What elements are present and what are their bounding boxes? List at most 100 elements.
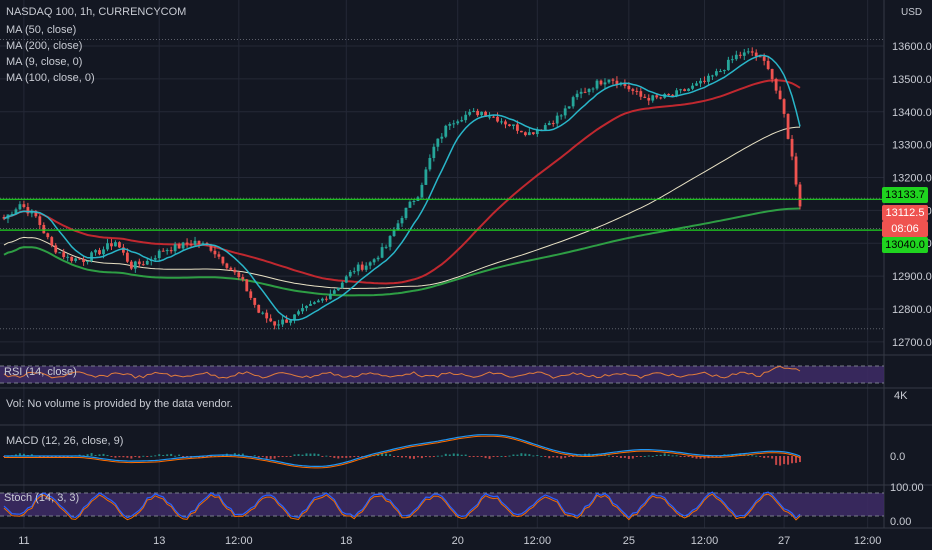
- candle-body: [766, 60, 770, 69]
- macd-bar: [94, 455, 97, 457]
- macd-bar: [627, 456, 630, 459]
- price-tick-label: 13500.0: [892, 74, 932, 86]
- candle-body: [253, 297, 257, 305]
- candle-body: [504, 121, 507, 125]
- candle-body: [125, 252, 129, 262]
- legend-ma50[interactable]: MA (50, close): [6, 24, 77, 36]
- macd-label[interactable]: MACD (12, 26, close, 9): [6, 435, 124, 447]
- candle-body: [543, 125, 547, 130]
- rsi-label[interactable]: RSI (14, close): [4, 366, 77, 378]
- candle: [639, 87, 643, 100]
- macd-bar: [269, 456, 272, 459]
- macd-bar: [468, 456, 471, 458]
- legend-ma200[interactable]: MA (200, close): [6, 40, 83, 52]
- ma50-line: [3, 79, 801, 285]
- candle: [444, 124, 448, 139]
- candle-body: [376, 257, 380, 260]
- candle: [309, 300, 312, 306]
- candle-body: [42, 224, 46, 234]
- legend-ma100[interactable]: MA (100, close, 0): [6, 72, 95, 84]
- candle-body: [551, 123, 555, 125]
- candle-body: [189, 244, 193, 246]
- candle: [70, 256, 74, 263]
- candle-body: [432, 146, 436, 158]
- candle-body: [679, 89, 682, 91]
- candle-body: [265, 312, 269, 319]
- candle-body: [78, 258, 82, 260]
- candle: [161, 248, 165, 252]
- macd-bar: [619, 456, 622, 459]
- candle-body: [468, 111, 472, 115]
- macd-bar: [305, 453, 308, 456]
- candle: [504, 119, 507, 129]
- macd-bar: [154, 455, 157, 457]
- candle: [738, 51, 742, 59]
- macd-bar: [751, 455, 754, 457]
- candle-body: [277, 324, 281, 326]
- candle: [615, 76, 619, 89]
- macd-bar: [178, 454, 181, 456]
- macd-bar: [428, 456, 431, 458]
- macd-bar: [30, 454, 33, 456]
- macd-bar: [675, 455, 678, 457]
- candle-body: [734, 54, 738, 60]
- candle-body: [197, 240, 201, 244]
- candle-body: [360, 264, 364, 270]
- candle-body: [500, 121, 503, 123]
- candle: [512, 124, 515, 130]
- candle-body: [440, 136, 444, 139]
- candle-body: [348, 271, 352, 277]
- candle-body: [508, 124, 511, 126]
- candle-body: [321, 298, 324, 301]
- candle-body: [380, 247, 384, 258]
- macd-bar: [309, 453, 312, 456]
- macd-bar: [58, 456, 61, 458]
- macd-bar: [488, 456, 491, 459]
- candle: [420, 182, 424, 200]
- candle: [551, 120, 555, 127]
- macd-bar: [202, 456, 204, 458]
- macd-bar: [715, 456, 718, 458]
- candle: [26, 202, 30, 217]
- candle: [432, 143, 436, 162]
- macd-bar: [106, 455, 109, 457]
- time-tick-label: 12:00: [854, 535, 882, 547]
- macd-bar: [416, 456, 419, 458]
- candle-body: [715, 71, 718, 76]
- stoch-d-line: [3, 493, 801, 521]
- candle-body: [46, 233, 50, 238]
- macd-bar: [110, 456, 113, 457]
- macd-bar: [205, 456, 208, 457]
- candle: [726, 56, 730, 71]
- macd-bar: [408, 456, 411, 459]
- candle: [352, 267, 356, 275]
- macd-bar: [460, 454, 463, 456]
- stoch-label[interactable]: Stoch (14, 3, 3): [4, 492, 80, 504]
- candle-body: [460, 120, 464, 122]
- macd-bar: [186, 456, 189, 457]
- macd-bar: [739, 453, 742, 456]
- macd-bar: [174, 455, 177, 457]
- candle: [730, 55, 734, 64]
- legend-ma9[interactable]: MA (9, close, 0): [6, 56, 83, 68]
- candle-body: [269, 318, 273, 322]
- macd-bar: [345, 456, 348, 458]
- candle-body: [344, 276, 348, 283]
- currency-label[interactable]: USD: [901, 7, 923, 18]
- candle: [157, 249, 161, 261]
- macd-bar: [297, 454, 300, 456]
- candle-body: [368, 262, 372, 266]
- macd-bar: [444, 453, 447, 456]
- time-tick-label: 12:00: [524, 535, 552, 547]
- countdown-tag: 08:06: [882, 221, 928, 237]
- time-tick-label: 27: [778, 535, 790, 547]
- candle: [106, 238, 109, 252]
- volume-label[interactable]: Vol: No volume is provided by the data v…: [6, 398, 233, 410]
- macd-bar: [329, 456, 332, 457]
- candle-body: [603, 82, 607, 85]
- candle-body: [651, 95, 655, 101]
- candle-body: [595, 80, 599, 89]
- candle-body: [464, 114, 468, 121]
- candle-body: [496, 116, 499, 122]
